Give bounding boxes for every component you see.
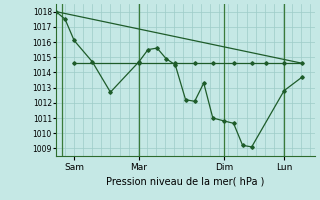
X-axis label: Pression niveau de la mer( hPa ): Pression niveau de la mer( hPa ) [107, 176, 265, 186]
